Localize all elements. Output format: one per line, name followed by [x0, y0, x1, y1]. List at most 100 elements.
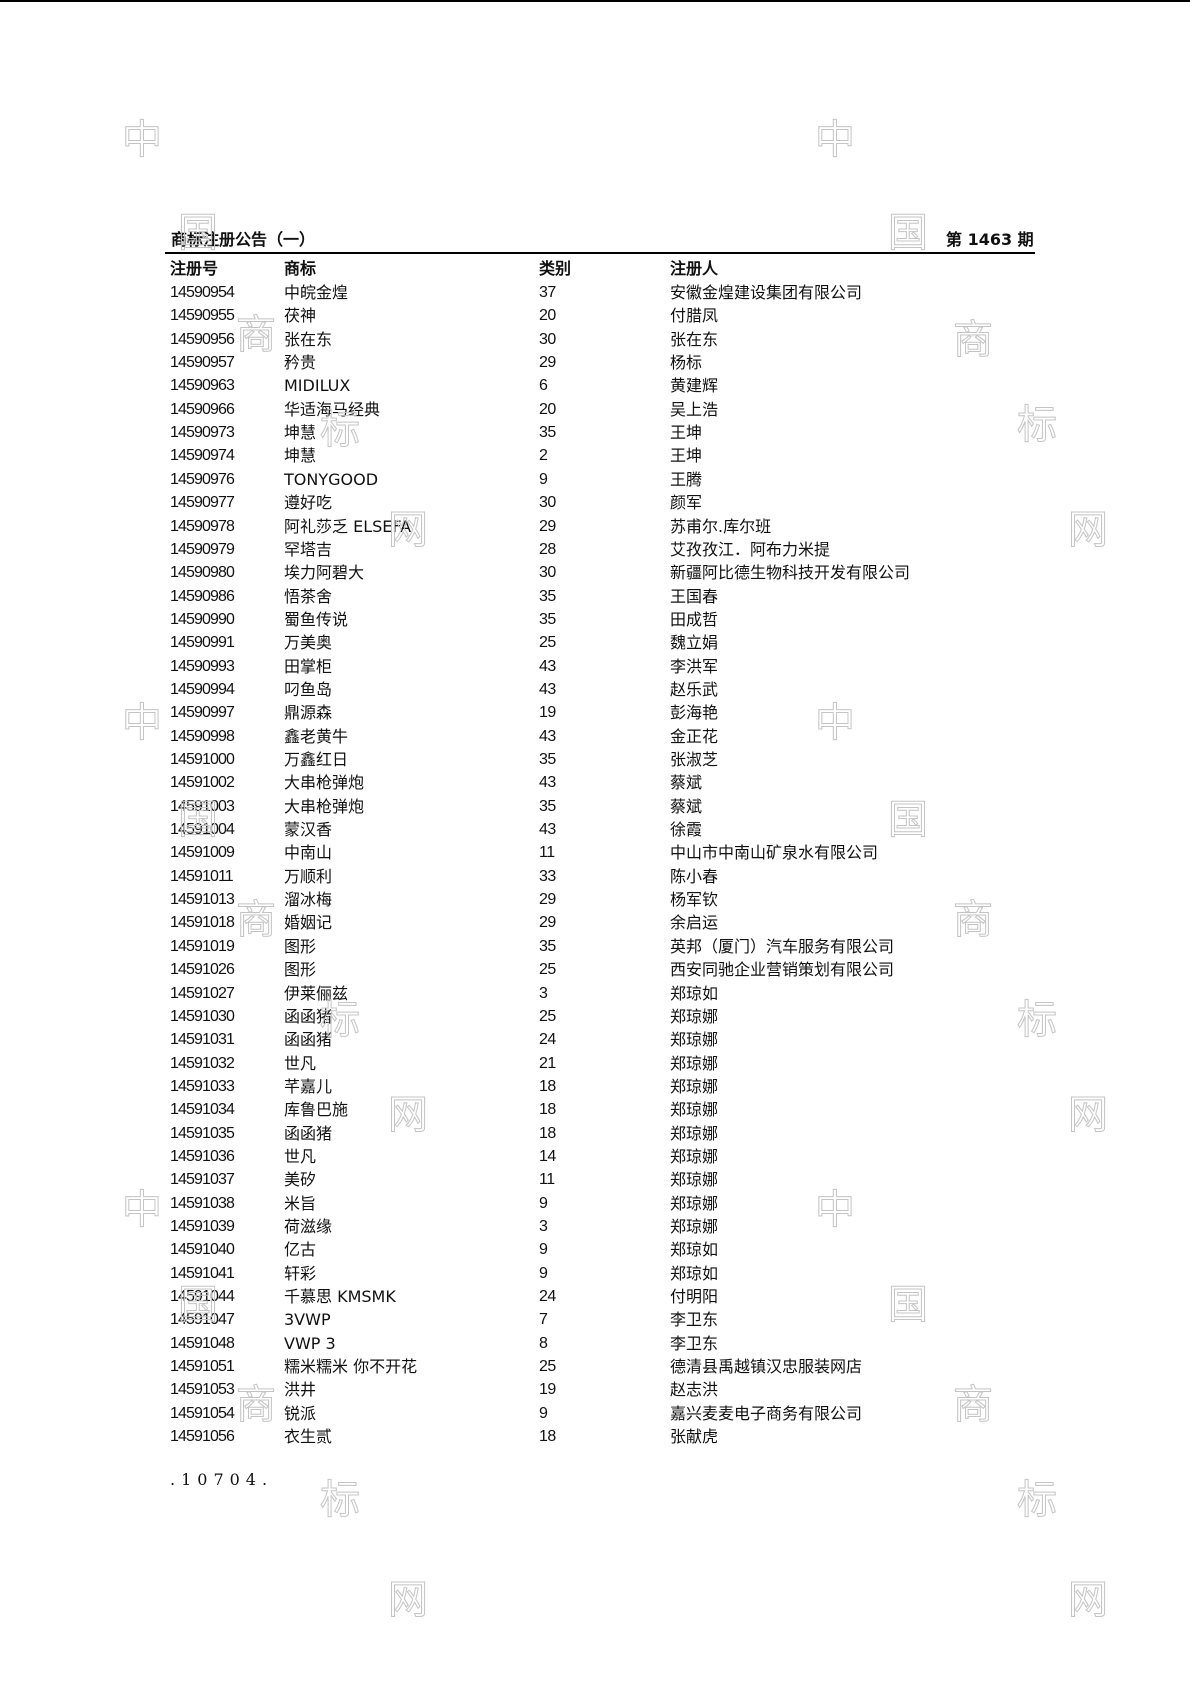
- watermark-glyph: 标: [1017, 997, 1058, 1044]
- registration-number: 14590997: [170, 704, 235, 722]
- trademark-name: 图形: [284, 960, 317, 980]
- class-number: 2: [539, 447, 548, 465]
- class-number: 20: [539, 307, 556, 325]
- registrant: 郑琼娜: [670, 1170, 719, 1190]
- registration-number: 14591053: [170, 1381, 235, 1399]
- class-number: 3: [539, 984, 548, 1002]
- watermark-glyph: 中: [122, 700, 163, 747]
- class-number: 20: [539, 400, 556, 418]
- watermark-glyph: 商: [953, 317, 994, 364]
- registrant: 杨标: [670, 353, 703, 373]
- registration-number: 14590966: [170, 400, 235, 418]
- registrant: 郑琼如: [670, 1240, 719, 1260]
- registrant: 赵志洪: [670, 1380, 719, 1400]
- registrant: 郑琼娜: [670, 1146, 719, 1166]
- registrant: 吴上浩: [670, 399, 719, 419]
- trademark-name: 衣生贰: [284, 1427, 333, 1447]
- class-number: 24: [539, 1031, 556, 1049]
- registrant: 黄建辉: [670, 376, 719, 396]
- class-number: 25: [539, 1007, 556, 1025]
- registration-number: 14591038: [170, 1194, 235, 1212]
- registration-number: 14591035: [170, 1124, 235, 1142]
- registrant: 郑琼娜: [670, 1030, 719, 1050]
- trademark-name: 埃力阿碧大: [284, 563, 365, 583]
- trademark-name: 蒙汉香: [284, 820, 333, 840]
- class-number: 28: [539, 540, 556, 558]
- trademark-name: 鼎源森: [284, 703, 333, 723]
- registrant: 苏甫尔.库尔班: [670, 516, 772, 536]
- trademark-name: 张在东: [284, 329, 333, 349]
- registration-number: 14591033: [170, 1077, 235, 1095]
- registrant: 郑琼娜: [670, 1193, 719, 1213]
- registration-number: 14591040: [170, 1241, 235, 1259]
- registrant: 张在东: [670, 329, 719, 349]
- watermark-glyph: 网: [388, 1577, 429, 1624]
- column-header-reg-no: 注册号: [170, 259, 219, 278]
- watermark-glyph: 商: [236, 897, 277, 944]
- registrant: 付明阳: [670, 1287, 719, 1307]
- watermark-glyph: 国: [888, 797, 929, 844]
- registration-number: 14591041: [170, 1264, 235, 1282]
- class-number: 43: [539, 727, 556, 745]
- column-header-class: 类别: [539, 259, 572, 278]
- registrant: 德清县禹越镇汉忠服装网店: [670, 1357, 863, 1377]
- watermark-glyph: 标: [1017, 1477, 1058, 1524]
- registrant: 金正花: [670, 726, 719, 746]
- class-number: 35: [539, 751, 556, 768]
- trademark-name: 函函猪: [284, 1006, 333, 1026]
- class-number: 30: [539, 330, 556, 348]
- registration-number: 14590991: [170, 634, 235, 652]
- registrant: 王腾: [670, 469, 703, 489]
- registrant: 蔡斌: [670, 796, 703, 816]
- class-number: 11: [539, 1171, 555, 1189]
- watermark-glyph: 中: [122, 117, 163, 164]
- trademark-name: 图形: [284, 936, 317, 956]
- trademark-name: 遵好吃: [284, 493, 333, 513]
- registration-number: 14590974: [170, 447, 235, 465]
- registrant: 郑琼娜: [670, 1006, 719, 1026]
- trademark-name: 万鑫红日: [284, 750, 349, 769]
- registration-number: 14590986: [170, 587, 235, 605]
- registrant: 郑琼娜: [670, 1123, 719, 1143]
- registration-number: 14590994: [170, 680, 235, 698]
- registration-number: 14591030: [170, 1007, 235, 1025]
- registration-number: 14590976: [170, 470, 235, 488]
- trademark-name: 罕塔吉: [284, 539, 333, 559]
- class-number: 18: [539, 1101, 556, 1119]
- registration-number: 14590980: [170, 564, 235, 582]
- registration-number: 14590956: [170, 330, 235, 348]
- registrant: 余启运: [670, 913, 719, 933]
- registration-number: 14590990: [170, 610, 235, 628]
- registration-number: 14591044: [170, 1288, 235, 1306]
- watermark-glyph: 网: [1068, 507, 1109, 554]
- registration-number: 14590993: [170, 657, 235, 675]
- class-number: 30: [539, 564, 556, 582]
- watermark-glyph: 中: [815, 1187, 856, 1234]
- registration-number: 14590954: [170, 284, 235, 301]
- class-number: 29: [539, 891, 556, 909]
- registrant: 颜军: [670, 493, 703, 513]
- class-number: 9: [539, 1194, 548, 1212]
- class-number: 14: [539, 1147, 556, 1165]
- registrant: 陈小春: [670, 866, 719, 886]
- publication-title: 商标注册公告（一）: [171, 230, 316, 249]
- registration-number: 14590957: [170, 354, 235, 372]
- registrant: 中山市中南山矿泉水有限公司: [670, 843, 879, 863]
- registration-number: 14591000: [170, 751, 235, 768]
- trademark-name: MIDILUX: [284, 376, 351, 396]
- class-number: 43: [539, 821, 556, 839]
- class-number: 18: [539, 1124, 556, 1142]
- trademark-name: 大串枪弹炮: [284, 796, 365, 816]
- registration-number: 14591004: [170, 821, 235, 839]
- trademark-name: 中皖金煌: [284, 283, 349, 302]
- registration-number: 14591037: [170, 1171, 235, 1189]
- registration-number: 14591051: [170, 1358, 235, 1376]
- class-number: 43: [539, 774, 556, 792]
- trademark-name: 亿古: [284, 1240, 317, 1260]
- watermark-glyph: 网: [1068, 1092, 1109, 1139]
- class-number: 9: [539, 470, 548, 488]
- registration-number: 14590963: [170, 377, 235, 395]
- trademark-name: 叼鱼岛: [284, 679, 333, 699]
- registration-number: 14591047: [170, 1311, 235, 1329]
- trademark-name: 溜冰梅: [284, 890, 333, 910]
